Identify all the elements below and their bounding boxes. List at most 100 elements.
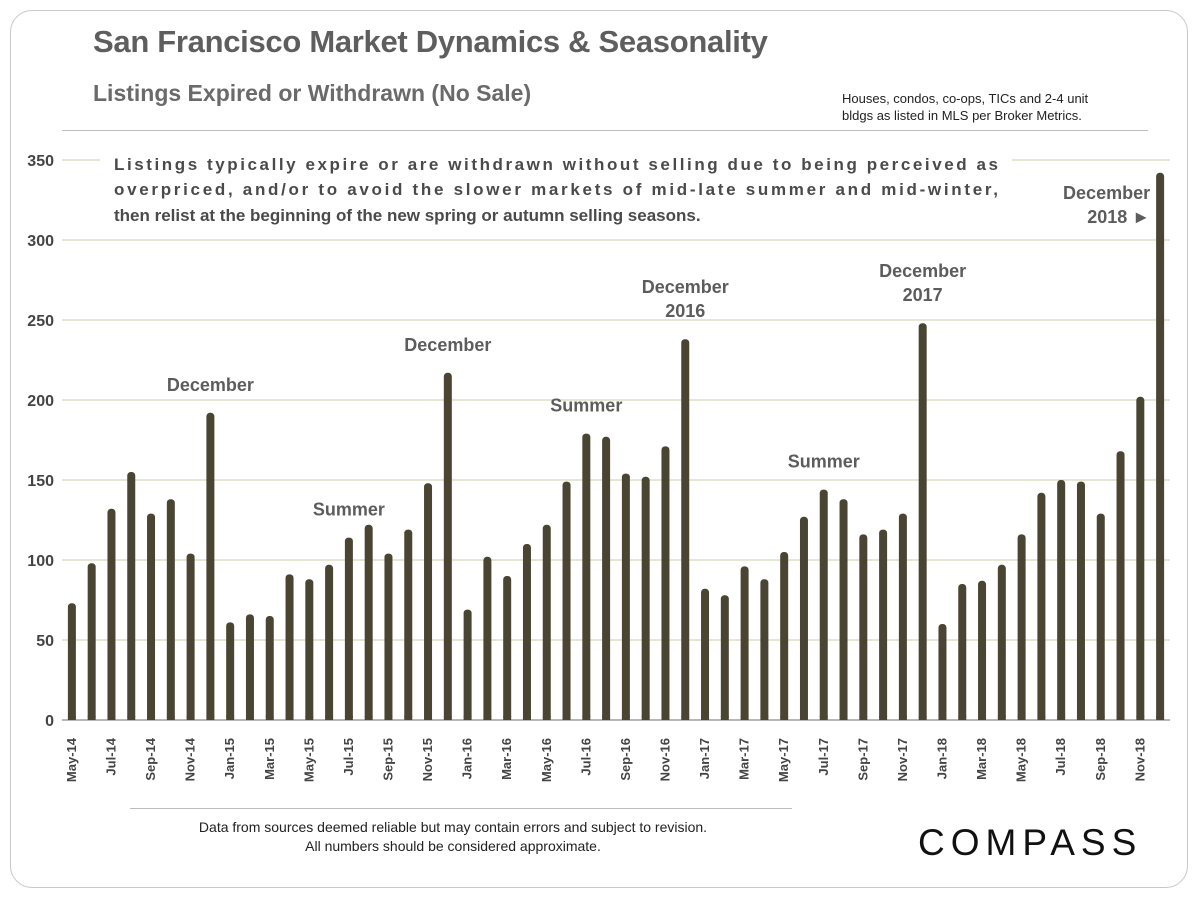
disclaimer-line-1: Data from sources deemed reliable but ma… bbox=[198, 819, 708, 835]
x-tick-label: Mar-17 bbox=[737, 738, 752, 780]
bar bbox=[780, 552, 789, 720]
x-tick-label: Jul-18 bbox=[1053, 738, 1068, 776]
x-tick-label: Nov-15 bbox=[420, 738, 435, 781]
x-tick-label: Sep-15 bbox=[380, 738, 395, 781]
note-box: Listings typically expire or are withdra… bbox=[100, 152, 1012, 232]
bar-base bbox=[463, 716, 472, 720]
disclaimer: Data from sources deemed reliable but ma… bbox=[128, 818, 778, 856]
bar-base bbox=[384, 716, 393, 720]
bar bbox=[463, 609, 472, 720]
bar bbox=[503, 576, 512, 720]
bar bbox=[364, 524, 373, 720]
bar bbox=[424, 483, 433, 720]
bar-base bbox=[681, 716, 690, 720]
x-tick-label: Jan-16 bbox=[460, 738, 475, 779]
bar-base bbox=[265, 716, 274, 720]
y-tick-label: 50 bbox=[36, 633, 54, 650]
bar bbox=[799, 516, 808, 720]
x-tick-label: Nov-14 bbox=[183, 737, 198, 781]
x-tick-label: Nov-17 bbox=[895, 738, 910, 781]
bar-base bbox=[503, 716, 512, 720]
source-note-line-1: Houses, condos, co-ops, TICs and 2-4 uni… bbox=[842, 91, 1089, 106]
bar-base bbox=[740, 716, 749, 720]
bar-annotation: Summer bbox=[313, 500, 385, 520]
bar-base bbox=[344, 716, 353, 720]
bar-base bbox=[859, 716, 868, 720]
x-tick-label: May-16 bbox=[539, 738, 554, 782]
bar bbox=[245, 614, 254, 720]
bar-base bbox=[1017, 716, 1026, 720]
bar-base bbox=[958, 716, 967, 720]
bar-base bbox=[898, 716, 907, 720]
x-tick-label: Jul-16 bbox=[578, 738, 593, 776]
bar-base bbox=[483, 716, 492, 720]
bar bbox=[285, 574, 294, 720]
bar-base bbox=[206, 716, 215, 720]
bar bbox=[819, 489, 828, 720]
bar bbox=[1136, 396, 1145, 720]
x-tick-label: Jul-17 bbox=[816, 738, 831, 776]
bar bbox=[265, 616, 274, 720]
x-tick-label: Mar-18 bbox=[974, 738, 989, 780]
bar-base bbox=[404, 716, 413, 720]
bar bbox=[879, 529, 888, 720]
note-background bbox=[100, 152, 1012, 232]
bar-base bbox=[305, 716, 314, 720]
bar-annotation: December bbox=[879, 261, 966, 281]
bars bbox=[67, 172, 1165, 721]
bar bbox=[1057, 480, 1066, 720]
x-tick-label: Sep-14 bbox=[143, 737, 158, 780]
bar-base bbox=[760, 716, 769, 720]
bar-base bbox=[226, 716, 235, 720]
source-note-line-2: bldgs as listed in MLS per Broker Metric… bbox=[842, 108, 1082, 123]
bar bbox=[938, 624, 947, 720]
bar bbox=[681, 339, 690, 720]
bar-base bbox=[978, 716, 987, 720]
x-tick-label: Mar-16 bbox=[499, 738, 514, 780]
bar bbox=[898, 513, 907, 720]
bar bbox=[1096, 513, 1105, 720]
bar bbox=[147, 513, 156, 720]
bar-base bbox=[522, 716, 531, 720]
bar-base bbox=[1076, 716, 1085, 720]
bar-base bbox=[661, 716, 670, 720]
bar-base bbox=[325, 716, 334, 720]
bar bbox=[621, 473, 630, 720]
bar-base bbox=[938, 716, 947, 720]
y-tick-label: 250 bbox=[27, 313, 54, 330]
y-tick-label: 0 bbox=[45, 713, 54, 730]
bar bbox=[740, 566, 749, 720]
chart-subtitle: Listings Expired or Withdrawn (No Sale) bbox=[93, 80, 532, 106]
bar-base bbox=[364, 716, 373, 720]
bar-annotation: Summer bbox=[788, 452, 860, 472]
bar bbox=[1156, 172, 1165, 721]
x-tick-label: May-15 bbox=[301, 738, 316, 782]
bar-base bbox=[918, 716, 927, 720]
disclaimer-line-2: All numbers should be considered approxi… bbox=[305, 838, 601, 854]
bar-base bbox=[562, 716, 571, 720]
bar-base bbox=[1057, 716, 1066, 720]
bar-base bbox=[602, 716, 611, 720]
bar bbox=[760, 579, 769, 720]
page-title: San Francisco Market Dynamics & Seasonal… bbox=[93, 24, 768, 59]
header-divider bbox=[62, 130, 1148, 131]
x-tick-label: Nov-16 bbox=[657, 738, 672, 781]
bar bbox=[661, 446, 670, 720]
bar bbox=[87, 563, 96, 720]
bar bbox=[720, 595, 729, 720]
bar-annotation: Summer bbox=[550, 396, 622, 416]
bar-base bbox=[720, 716, 729, 720]
x-tick-label: Sep-17 bbox=[855, 738, 870, 781]
x-tick-label: Sep-16 bbox=[618, 738, 633, 781]
x-tick-label: May-14 bbox=[64, 737, 79, 782]
note-line-3: then relist at the beginning of the new … bbox=[114, 206, 701, 225]
bar-base bbox=[147, 716, 156, 720]
bar bbox=[186, 553, 195, 720]
bar-annotation: December bbox=[1063, 183, 1150, 203]
bar-base bbox=[166, 716, 175, 720]
x-tick-label: Mar-15 bbox=[262, 738, 277, 780]
bar bbox=[859, 534, 868, 720]
bar bbox=[582, 433, 591, 720]
note-line-2: overpriced, and/or to avoid the slower m… bbox=[114, 180, 998, 199]
source-note: Houses, condos, co-ops, TICs and 2-4 uni… bbox=[842, 90, 1142, 124]
